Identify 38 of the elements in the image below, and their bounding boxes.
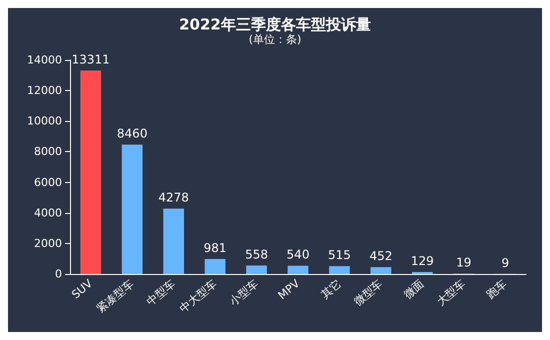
x-tick-label: 其它 [318,277,344,302]
x-tick-label: 小型车 [227,277,261,308]
data-label: 4278 [158,190,189,205]
bar [163,208,184,274]
y-tick-label: 6000 [34,176,62,189]
x-tick-label: 微面 [401,277,427,302]
x-tick-label: 紧凑型车 [94,277,136,316]
y-tick-label: 4000 [34,206,62,220]
bar [288,266,308,274]
data-label: 515 [328,248,351,262]
bar [80,70,102,274]
x-tick-label: 大型车 [434,277,468,308]
bar [329,266,350,274]
y-tick-label: 14000 [27,54,62,66]
data-label: 9 [501,256,510,270]
y-tick-label: 8000 [34,145,62,158]
data-label: 540 [286,248,310,262]
x-tick-label: 跑车 [484,277,510,302]
x-tick-label: 中型车 [144,277,178,308]
y-tick-label: 2000 [34,236,62,250]
chart-title: 2022年三季度各车型投诉量 [179,16,371,34]
y-tick-label: 10000 [27,114,62,128]
data-label: 8460 [116,126,148,141]
bar [370,267,392,274]
data-label: 452 [369,249,392,264]
chart-subtitle: (单位：条) [248,33,302,46]
x-tick-label: 微型车 [351,277,386,308]
y-tick-label: 0 [55,268,62,280]
x-tick-label: 中大型车 [177,277,220,316]
data-label: 558 [245,247,268,262]
bar [204,259,226,274]
bar [246,265,267,274]
data-label: 981 [204,241,227,256]
bar [122,144,143,274]
data-label: 129 [410,254,434,268]
data-label: 19 [456,256,472,270]
data-label: 13311 [72,52,110,67]
y-tick-label: 12000 [27,84,62,98]
